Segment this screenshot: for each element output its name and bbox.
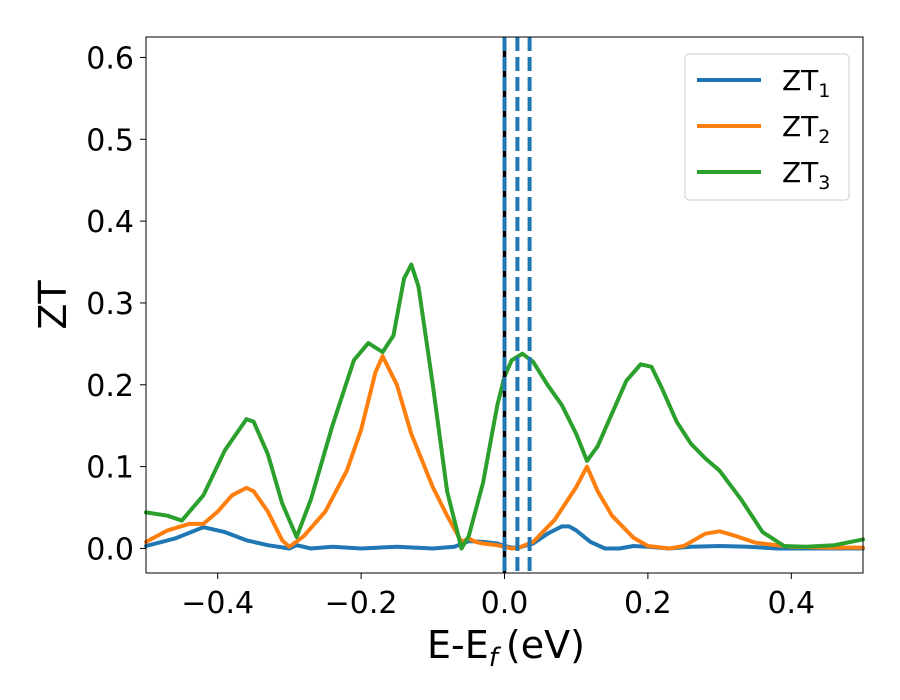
series-line-zt3	[144, 262, 865, 551]
y-tick-label: 0.2	[86, 369, 134, 404]
legend-label-zt1: ZT1	[782, 64, 830, 102]
y-tick-label: 0.3	[86, 287, 134, 322]
series-layer	[144, 262, 865, 551]
x-tick-label: 0.4	[767, 586, 815, 621]
legend-box	[684, 53, 850, 201]
y-tick-label: 0.1	[86, 451, 134, 486]
y-tick-label: 0.4	[86, 205, 134, 240]
y-tick-label: 0.0	[86, 532, 134, 567]
legend-label-zt3: ZT3	[782, 156, 830, 194]
x-axis-label-unit: (eV)	[506, 623, 585, 667]
x-tick-label: 0.0	[481, 586, 529, 621]
x-axis-label: E-Ef (eV)	[427, 623, 585, 673]
legend-items: ZT1 ZT2 ZT3	[697, 64, 830, 194]
y-axis-label: ZT	[31, 280, 75, 330]
y-tick-label: 0.5	[86, 123, 134, 158]
legend-label-zt2: ZT2	[782, 110, 830, 148]
x-tick-label: −0.4	[181, 586, 254, 621]
y-axis-ticks: 0.0 0.1 0.2 0.3 0.4 0.5 0.6	[86, 41, 146, 567]
series-line-zt2	[144, 354, 865, 551]
legend: ZT1 ZT2 ZT3	[684, 53, 850, 201]
x-tick-label: −0.2	[325, 586, 398, 621]
x-tick-label: 0.2	[624, 586, 672, 621]
y-tick-label: 0.6	[86, 41, 134, 76]
x-axis-label-main: E-E	[427, 623, 489, 667]
x-axis-label-sub: f	[489, 643, 502, 673]
fermi-lines	[502, 37, 532, 573]
x-axis-ticks: −0.4 −0.2 0.0 0.2 0.4	[181, 573, 815, 621]
